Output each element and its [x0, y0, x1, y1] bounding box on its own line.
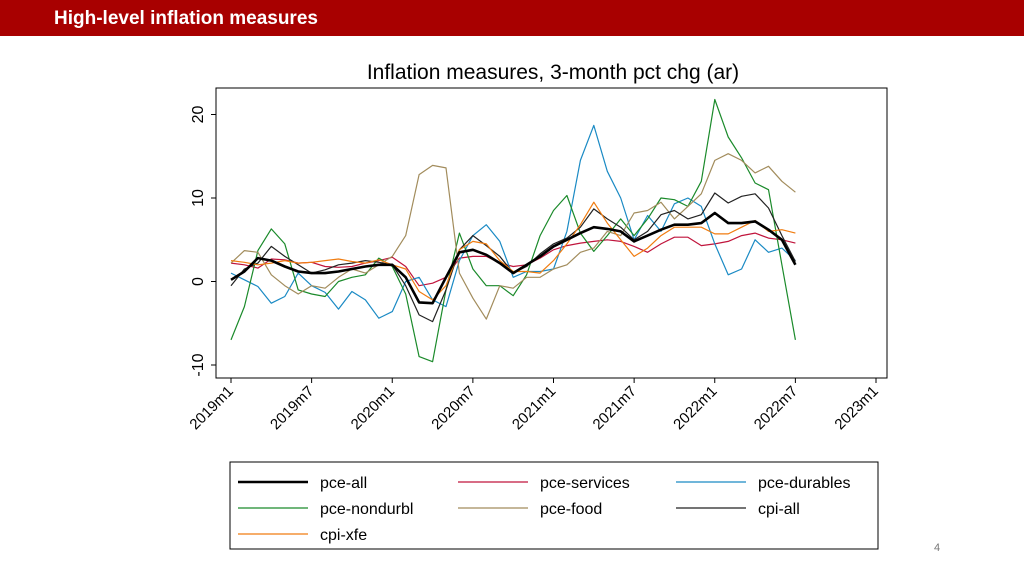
page-title: High-level inflation measures: [54, 8, 318, 29]
x-tick-label: 2019m7: [267, 383, 317, 433]
y-tick-label: 10: [190, 189, 207, 207]
legend-label-cpi-all: cpi-all: [758, 501, 800, 518]
legend-label-pce-all: pce-all: [320, 475, 367, 492]
x-tick-label: 2022m1: [670, 383, 720, 433]
title-bar: High-level inflation measures: [0, 0, 1024, 36]
legend-box: [229, 461, 879, 550]
page-number: 4: [934, 542, 941, 554]
legend-label-cpi-xfe: cpi-xfe: [320, 527, 367, 544]
x-tick-label: 2019m1: [186, 383, 236, 433]
chart-title: Inflation measures, 3-month pct chg (ar): [367, 61, 739, 84]
series-line-pce-food: [230, 153, 796, 320]
legend-label-pce-durables: pce-durables: [758, 475, 851, 492]
x-tick-label: 2023m1: [831, 383, 881, 433]
y-tick-label: 20: [190, 106, 207, 124]
y-tick-label: 0: [190, 277, 207, 286]
legend-label-pce-food: pce-food: [540, 501, 602, 518]
series-line-pce-all: [230, 211, 797, 305]
x-axis: 2019m1 2019m7 2020m1 2020m7 2021m1 2021m7 2022…: [186, 378, 882, 433]
x-tick-label: 2021m7: [590, 383, 640, 433]
legend-label-pce-nondurbl: pce-nondurbl: [320, 501, 413, 518]
x-tick-label: 2022m7: [751, 383, 801, 433]
series-line-pce-services: [230, 232, 796, 287]
x-tick-label: 2020m1: [348, 383, 398, 433]
x-tick-label: 2020m7: [428, 383, 478, 433]
legend-label-pce-services: pce-services: [540, 475, 630, 492]
plot-area: [215, 87, 888, 379]
series-line-pce-nondurbl: [230, 98, 796, 363]
series-line-pce-durables: [230, 124, 796, 319]
y-axis: -10 0 10 20: [190, 106, 216, 377]
x-tick-label: 2021m1: [509, 383, 559, 433]
legend: pce-all pce-services pce-durables pce-nondu…: [238, 475, 851, 544]
series-lines: [230, 98, 797, 363]
y-tick-label: -10: [190, 353, 207, 376]
